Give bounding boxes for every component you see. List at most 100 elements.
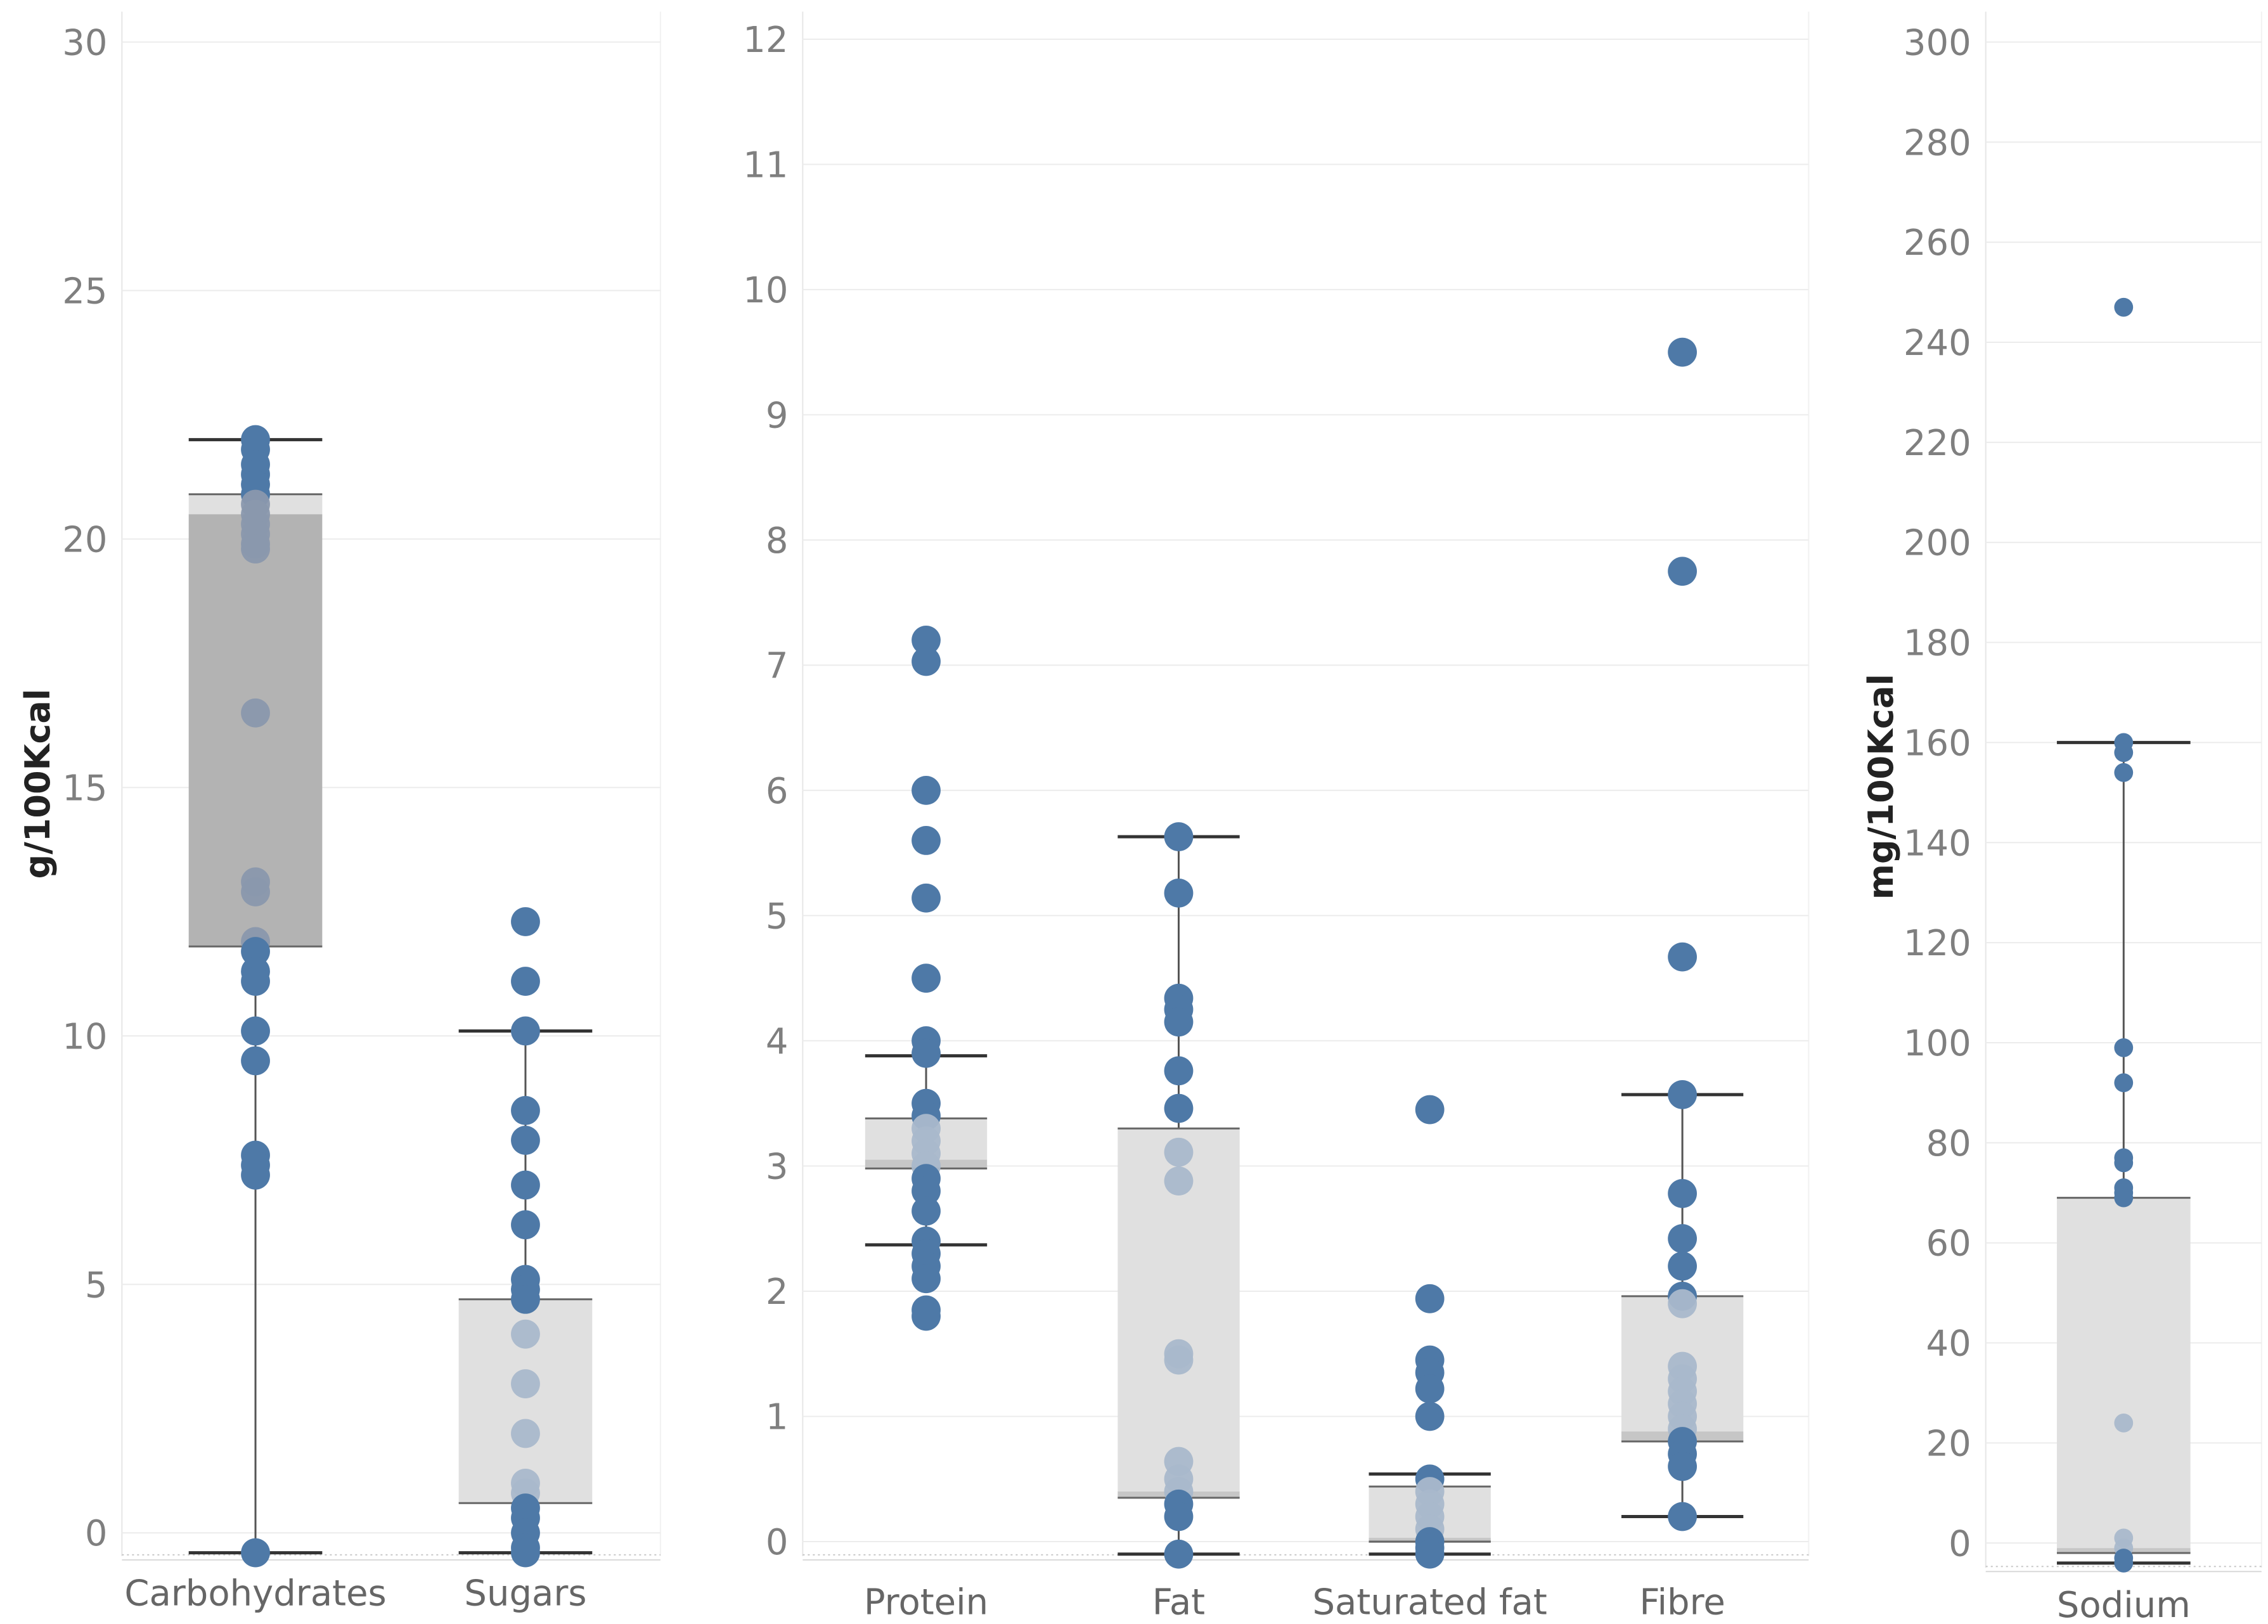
data-point — [511, 1095, 540, 1125]
x-category-label: Sugars — [464, 1573, 586, 1614]
y-tick-label: 0 — [1949, 1523, 1971, 1564]
data-point — [1415, 1374, 1445, 1403]
data-point — [511, 907, 540, 936]
data-point — [912, 1301, 941, 1331]
data-point — [1668, 1502, 1698, 1531]
data-point — [511, 1016, 540, 1046]
data-point — [1668, 1289, 1698, 1318]
y-tick-label: 280 — [1904, 122, 1971, 164]
y-tick-label: 2 — [766, 1272, 789, 1313]
y-tick-label: 160 — [1904, 723, 1971, 764]
x-category-label: Protein — [864, 1582, 988, 1621]
y-tick-label: 9 — [766, 395, 789, 436]
box-upper-half — [2056, 1197, 2191, 1549]
box-carbohydrates — [188, 438, 323, 1555]
x-category-label: Sodium — [2057, 1585, 2191, 1621]
data-point — [241, 877, 270, 906]
data-point — [1415, 1539, 1445, 1569]
y-tick-label: 4 — [766, 1021, 789, 1062]
x-category-label: Saturated fat — [1312, 1582, 1547, 1621]
data-point — [1164, 1056, 1194, 1086]
points-fibre — [1668, 337, 1698, 1531]
y-tick-label: 20 — [62, 519, 107, 560]
y-tick-label: 3 — [766, 1146, 789, 1187]
y-tick-label: 10 — [62, 1016, 107, 1057]
data-point — [912, 1176, 941, 1206]
data-point — [1668, 1079, 1698, 1109]
y-tick-label: 8 — [766, 520, 789, 562]
y-tick-label: 25 — [62, 271, 107, 312]
data-point — [1164, 1166, 1194, 1196]
data-point — [511, 1210, 540, 1240]
data-point — [1668, 942, 1698, 972]
y-tick-label: 0 — [766, 1522, 789, 1563]
points-sodium — [2114, 297, 2134, 1573]
data-point — [1668, 1224, 1698, 1253]
y-tick-label: 80 — [1926, 1123, 1971, 1164]
data-point — [1164, 878, 1194, 908]
y-axis-title: mg/100Kcal — [1861, 674, 1901, 899]
y-tick-label: 15 — [62, 768, 107, 809]
data-point — [2114, 1413, 2134, 1433]
points-carbohydrates — [241, 425, 270, 1568]
data-point — [912, 1038, 941, 1068]
data-point — [241, 1538, 270, 1568]
data-point — [1164, 1345, 1194, 1375]
y-tick-label: 5 — [85, 1265, 108, 1306]
data-point — [1668, 557, 1698, 586]
y-tick-label: 300 — [1904, 22, 1971, 63]
data-point — [241, 967, 270, 996]
data-point — [511, 967, 540, 996]
data-point — [1668, 337, 1698, 367]
data-point — [2114, 743, 2134, 763]
data-point — [511, 1319, 540, 1349]
panel-mg-right: 0 20 40 60 80 100 120 140 160 180 200 220 240 260 280 3… — [1861, 11, 2262, 1624]
data-point — [511, 1369, 540, 1398]
data-point — [241, 534, 270, 564]
data-point — [2114, 1073, 2134, 1093]
y-tick-label: 100 — [1904, 1023, 1971, 1064]
data-point — [1164, 1502, 1194, 1531]
data-point — [912, 647, 941, 676]
data-point — [1164, 1093, 1194, 1123]
data-point — [511, 1538, 540, 1568]
data-point — [511, 1419, 540, 1448]
y-tick-label: 10 — [743, 270, 788, 311]
y-tick-label: 6 — [766, 771, 789, 812]
data-point — [1415, 1095, 1445, 1125]
y-tick-label: 260 — [1904, 222, 1971, 264]
data-point — [1164, 1539, 1194, 1569]
data-point — [2114, 1188, 2134, 1208]
y-tick-label: 5 — [766, 896, 789, 937]
y-tick-label: 0 — [85, 1513, 108, 1554]
data-point — [1164, 1007, 1194, 1037]
data-point — [511, 1126, 540, 1155]
x-category-label: Fat — [1152, 1582, 1205, 1621]
y-tick-label: 140 — [1904, 823, 1971, 864]
data-point — [2114, 297, 2134, 317]
data-point — [511, 1170, 540, 1200]
data-point — [912, 1264, 941, 1294]
data-point — [241, 698, 270, 728]
data-point — [1415, 1402, 1445, 1431]
data-point — [1415, 1284, 1445, 1313]
panel-g-left: 0 5 10 15 20 25 30 g/100Kcal Carbohydrates Sugars — [18, 11, 661, 1614]
data-point — [1668, 1251, 1698, 1281]
data-point — [2114, 763, 2134, 782]
y-axis-title: g/100Kcal — [18, 689, 58, 879]
y-tick-label: 30 — [62, 22, 107, 63]
data-point — [241, 937, 270, 966]
data-point — [241, 1160, 270, 1190]
x-category-label: Carbohydrates — [124, 1573, 386, 1614]
data-point — [2114, 1153, 2134, 1173]
points-sugars — [511, 907, 540, 1568]
data-point — [2114, 1038, 2134, 1057]
data-point — [1164, 822, 1194, 851]
points-fat — [1164, 822, 1194, 1569]
y-tick-label: 220 — [1904, 423, 1971, 464]
data-point — [912, 1196, 941, 1226]
y-tick-label: 11 — [743, 145, 788, 186]
y-tick-label: 120 — [1904, 923, 1971, 964]
y-tick-label: 12 — [743, 20, 788, 61]
